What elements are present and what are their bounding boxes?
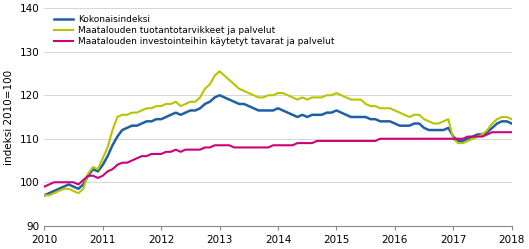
Legend: Kokonaisindeksi, Maatalouden tuotantotarvikkeet ja palvelut, Maatalouden investo: Kokonaisindeksi, Maatalouden tuotantotar… bbox=[53, 15, 334, 46]
Y-axis label: indeksi 2010=100: indeksi 2010=100 bbox=[4, 69, 14, 165]
Kokonaisindeksi bbox=[46, 192, 52, 195]
Line: Maatalouden tuotantotarvikkeet ja palvelut: Maatalouden tuotantotarvikkeet ja palvel… bbox=[44, 71, 529, 195]
Kokonaisindeksi bbox=[41, 194, 48, 197]
Kokonaisindeksi bbox=[265, 109, 271, 112]
Kokonaisindeksi bbox=[216, 94, 223, 97]
Line: Kokonaisindeksi: Kokonaisindeksi bbox=[44, 95, 529, 195]
Maatalouden tuotantotarvikkeet ja palvelut bbox=[265, 94, 271, 97]
Maatalouden tuotantotarvikkeet ja palvelut bbox=[41, 194, 48, 197]
Maatalouden tuotantotarvikkeet ja palvelut bbox=[110, 128, 116, 131]
Maatalouden investointeihin käytetyt tavarat ja palvelut bbox=[406, 137, 413, 140]
Line: Maatalouden investointeihin käytetyt tavarat ja palvelut: Maatalouden investointeihin käytetyt tav… bbox=[44, 132, 529, 187]
Kokonaisindeksi bbox=[110, 144, 116, 147]
Maatalouden tuotantotarvikkeet ja palvelut bbox=[46, 194, 52, 197]
Maatalouden investointeihin käytetyt tavarat ja palvelut bbox=[489, 131, 495, 134]
Maatalouden tuotantotarvikkeet ja palvelut bbox=[216, 70, 223, 73]
Maatalouden tuotantotarvikkeet ja palvelut bbox=[411, 113, 417, 116]
Maatalouden tuotantotarvikkeet ja palvelut bbox=[416, 113, 422, 116]
Kokonaisindeksi bbox=[416, 122, 422, 125]
Maatalouden investointeihin käytetyt tavarat ja palvelut bbox=[260, 146, 267, 149]
Kokonaisindeksi bbox=[411, 122, 417, 125]
Maatalouden investointeihin käytetyt tavarat ja palvelut bbox=[411, 137, 417, 140]
Maatalouden investointeihin käytetyt tavarat ja palvelut bbox=[110, 168, 116, 171]
Maatalouden investointeihin käytetyt tavarat ja palvelut bbox=[41, 185, 48, 188]
Maatalouden investointeihin käytetyt tavarat ja palvelut bbox=[46, 183, 52, 186]
